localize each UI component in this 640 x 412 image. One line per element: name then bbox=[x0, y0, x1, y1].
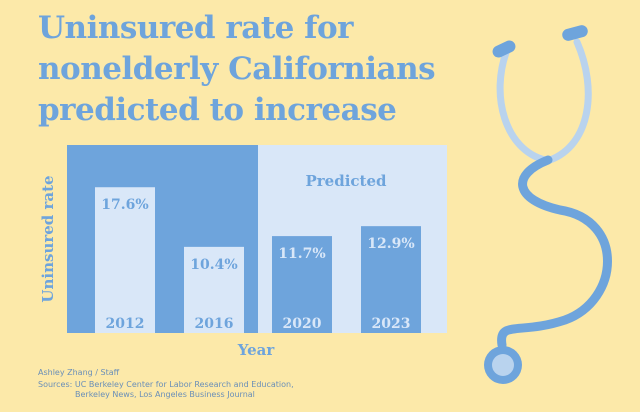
sources-line-1: Sources: UC Berkeley Center for Labor Re… bbox=[38, 380, 294, 389]
sources-line-2: Berkeley News, Los Angeles Business Jour… bbox=[75, 390, 255, 399]
value-label-2012: 17.6% bbox=[101, 197, 148, 213]
y-axis-label: Uninsured rate bbox=[39, 175, 57, 302]
x-axis-label: Year bbox=[237, 341, 276, 359]
title-line-2: nonelderly Californians bbox=[38, 51, 436, 87]
chart-title: Uninsured rate for nonelderly California… bbox=[38, 8, 468, 131]
bar-2016 bbox=[184, 246, 244, 333]
value-label-2023: 12.9% bbox=[367, 236, 414, 252]
bar-2023 bbox=[361, 226, 421, 333]
sources: Sources: UC Berkeley Center for Labor Re… bbox=[38, 380, 294, 400]
x-tick-label-2012: 2012 bbox=[106, 316, 145, 332]
bar-2020 bbox=[272, 236, 332, 333]
title-line-3: predicted to increase bbox=[38, 92, 397, 128]
bar-2012 bbox=[95, 187, 155, 333]
value-label-2016: 10.4% bbox=[190, 257, 237, 273]
x-tick-label-2020: 2020 bbox=[283, 316, 322, 332]
value-label-2020: 11.7% bbox=[278, 246, 325, 262]
x-tick-label-2023: 2023 bbox=[372, 316, 411, 332]
x-tick-label-2016: 2016 bbox=[195, 316, 234, 332]
predicted-label: Predicted bbox=[305, 172, 387, 190]
title-line-1: Uninsured rate for bbox=[38, 10, 354, 46]
byline: Ashley Zhang / Staff bbox=[38, 368, 120, 377]
